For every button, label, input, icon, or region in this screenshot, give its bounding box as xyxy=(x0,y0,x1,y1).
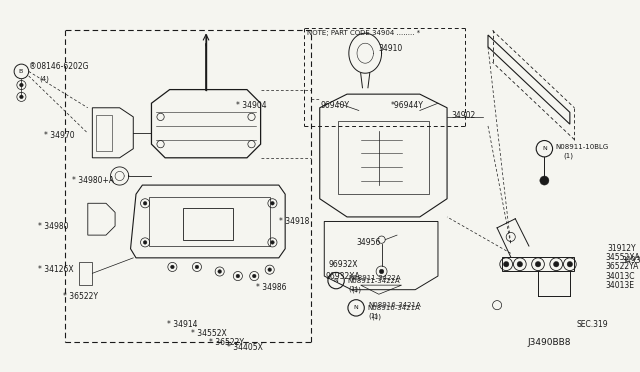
Text: (1): (1) xyxy=(372,314,381,320)
Circle shape xyxy=(218,270,221,273)
Circle shape xyxy=(271,241,275,244)
Text: 34552XA: 34552XA xyxy=(605,253,640,262)
Circle shape xyxy=(504,262,509,267)
Text: 31912Y: 31912Y xyxy=(607,244,636,253)
Text: * 36522Y: * 36522Y xyxy=(63,292,98,301)
Text: N08911-3422A: N08911-3422A xyxy=(347,278,399,283)
Text: 34935: 34935 xyxy=(621,256,640,265)
Text: * 34980+A: * 34980+A xyxy=(72,176,115,185)
Text: NOTE; PART CODE 34904 ........ *: NOTE; PART CODE 34904 ........ * xyxy=(307,30,420,36)
Text: (1): (1) xyxy=(348,286,358,292)
Text: 34013C: 34013C xyxy=(605,272,635,280)
Text: 96932XA: 96932XA xyxy=(325,272,360,280)
Text: N: N xyxy=(542,146,547,151)
Text: (1): (1) xyxy=(351,286,362,293)
Circle shape xyxy=(535,262,541,267)
Text: * 34126X: * 34126X xyxy=(38,265,74,274)
Circle shape xyxy=(252,274,256,278)
Text: N08916-3421A: N08916-3421A xyxy=(367,305,420,311)
Text: *96944Y: *96944Y xyxy=(390,102,424,110)
Text: N08916-3421A: N08916-3421A xyxy=(368,302,420,308)
Text: * 36522Y: * 36522Y xyxy=(209,338,244,347)
Text: N08911-3422A: N08911-3422A xyxy=(348,275,401,281)
Circle shape xyxy=(143,202,147,205)
Text: * 34914: * 34914 xyxy=(167,320,197,329)
Text: J3490BB8: J3490BB8 xyxy=(527,338,571,347)
Text: * 34918: * 34918 xyxy=(279,217,309,226)
Text: 34013E: 34013E xyxy=(605,280,634,290)
Circle shape xyxy=(517,262,522,267)
Text: 34902: 34902 xyxy=(452,110,476,119)
Circle shape xyxy=(380,269,384,274)
Circle shape xyxy=(143,241,147,244)
Circle shape xyxy=(554,262,559,267)
Text: * 34986: * 34986 xyxy=(256,283,287,292)
Text: N08911-10BLG: N08911-10BLG xyxy=(556,144,609,150)
Text: 96932X: 96932X xyxy=(329,260,358,269)
Text: SEC.319: SEC.319 xyxy=(576,320,608,329)
Circle shape xyxy=(20,83,23,87)
Text: (4): (4) xyxy=(40,76,49,82)
Text: (1): (1) xyxy=(563,153,573,159)
Circle shape xyxy=(567,262,573,267)
Text: * 34552X: * 34552X xyxy=(191,329,227,338)
Text: * 34405X: * 34405X xyxy=(227,343,263,352)
Text: N: N xyxy=(333,278,339,283)
Text: 34910: 34910 xyxy=(379,44,403,53)
Text: 34956: 34956 xyxy=(356,238,381,247)
Text: (1): (1) xyxy=(368,313,378,319)
Text: B: B xyxy=(19,69,22,74)
Text: * 34904: * 34904 xyxy=(236,102,267,110)
Text: * 34980: * 34980 xyxy=(38,221,68,231)
Circle shape xyxy=(236,274,240,278)
Text: 36522YA: 36522YA xyxy=(605,263,639,272)
Circle shape xyxy=(195,265,199,269)
Text: ®08146-6202G: ®08146-6202G xyxy=(29,62,88,71)
Circle shape xyxy=(271,202,275,205)
Text: * 34970: * 34970 xyxy=(44,131,75,140)
Text: 96940Y: 96940Y xyxy=(321,102,349,110)
Circle shape xyxy=(20,95,23,99)
Text: N: N xyxy=(354,305,358,310)
Circle shape xyxy=(268,268,271,272)
Circle shape xyxy=(171,265,174,269)
Circle shape xyxy=(540,176,549,185)
